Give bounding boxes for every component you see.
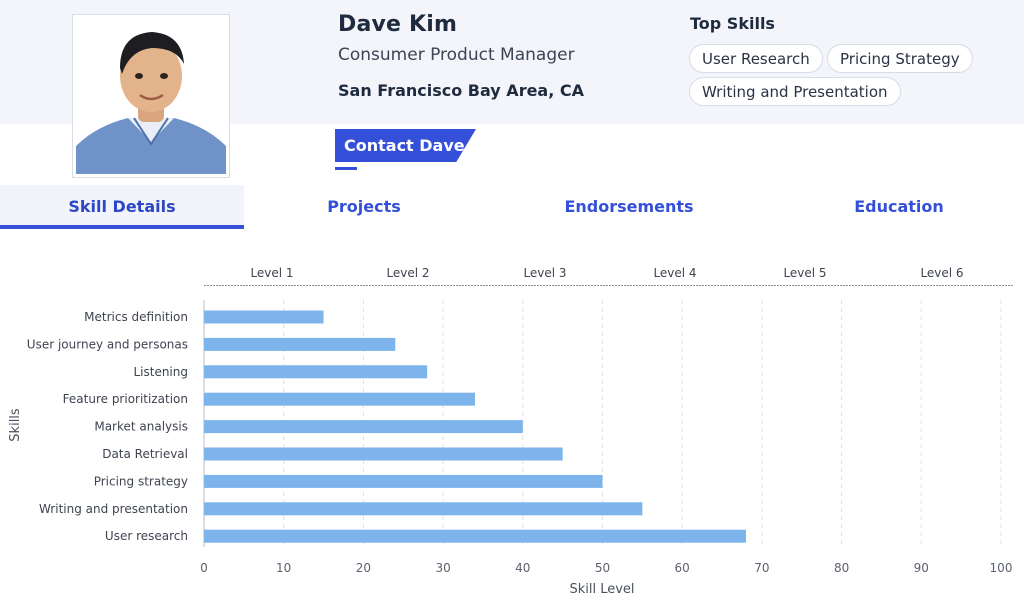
bar <box>204 337 396 351</box>
skill-chip: Writing and Presentation <box>689 77 901 106</box>
x-tick-label: 30 <box>435 561 450 575</box>
category-label: Pricing strategy <box>94 474 188 488</box>
category-label: Listening <box>133 365 188 379</box>
category-label: Metrics definition <box>84 310 188 324</box>
x-tick-label: 40 <box>515 561 530 575</box>
level-label: Level 6 <box>920 266 963 280</box>
y-axis-title: Skills <box>8 408 23 442</box>
x-tick-label: 60 <box>675 561 690 575</box>
profile-name: Dave Kim <box>338 12 458 37</box>
avatar <box>72 14 230 178</box>
level-label: Level 5 <box>783 266 826 280</box>
x-tick-label: 80 <box>834 561 849 575</box>
level-label: Level 4 <box>653 266 696 280</box>
tab-skill-details[interactable]: Skill Details <box>0 185 244 229</box>
bar <box>204 447 563 461</box>
category-label: User journey and personas <box>27 337 188 351</box>
bar <box>204 474 603 488</box>
x-tick-label: 70 <box>754 561 769 575</box>
tab-projects[interactable]: Projects <box>327 197 401 216</box>
level-label: Level 3 <box>523 266 566 280</box>
x-tick-label: 100 <box>990 561 1013 575</box>
x-tick-label: 0 <box>200 561 208 575</box>
profile-photo <box>76 18 226 174</box>
level-label: Level 1 <box>250 266 293 280</box>
x-tick-label: 10 <box>276 561 291 575</box>
tab-education[interactable]: Education <box>854 197 944 216</box>
bar <box>204 420 523 434</box>
category-label: Writing and presentation <box>39 502 188 516</box>
level-label: Level 2 <box>386 266 429 280</box>
x-tick-label: 20 <box>356 561 371 575</box>
bar <box>204 310 324 324</box>
skill-chip: Pricing Strategy <box>827 44 973 73</box>
contact-button[interactable]: Contact Dave <box>335 129 476 162</box>
skill-level-chart: Level 1 Level 2 Level 3 Level 4 Level 5 Level… <box>8 266 1013 597</box>
contact-underline <box>335 167 357 170</box>
category-label: Feature prioritization <box>63 392 188 406</box>
bar <box>204 365 428 379</box>
profile-tabs: Skill Details Projects Endorsements Educ… <box>0 185 1024 229</box>
top-skills-heading: Top Skills <box>690 14 775 33</box>
x-tick-label: 90 <box>914 561 929 575</box>
skill-chip: User Research <box>689 44 823 73</box>
bar <box>204 529 746 543</box>
x-axis-title: Skill Level <box>569 582 634 597</box>
tab-endorsements[interactable]: Endorsements <box>564 197 694 216</box>
category-label: Market analysis <box>94 420 188 434</box>
bar <box>204 502 643 516</box>
x-tick-label: 50 <box>595 561 610 575</box>
profile-title: Consumer Product Manager <box>338 45 575 65</box>
bar <box>204 392 475 406</box>
profile-location: San Francisco Bay Area, CA <box>338 81 584 100</box>
category-label: User research <box>105 529 188 543</box>
category-label: Data Retrieval <box>102 447 188 461</box>
